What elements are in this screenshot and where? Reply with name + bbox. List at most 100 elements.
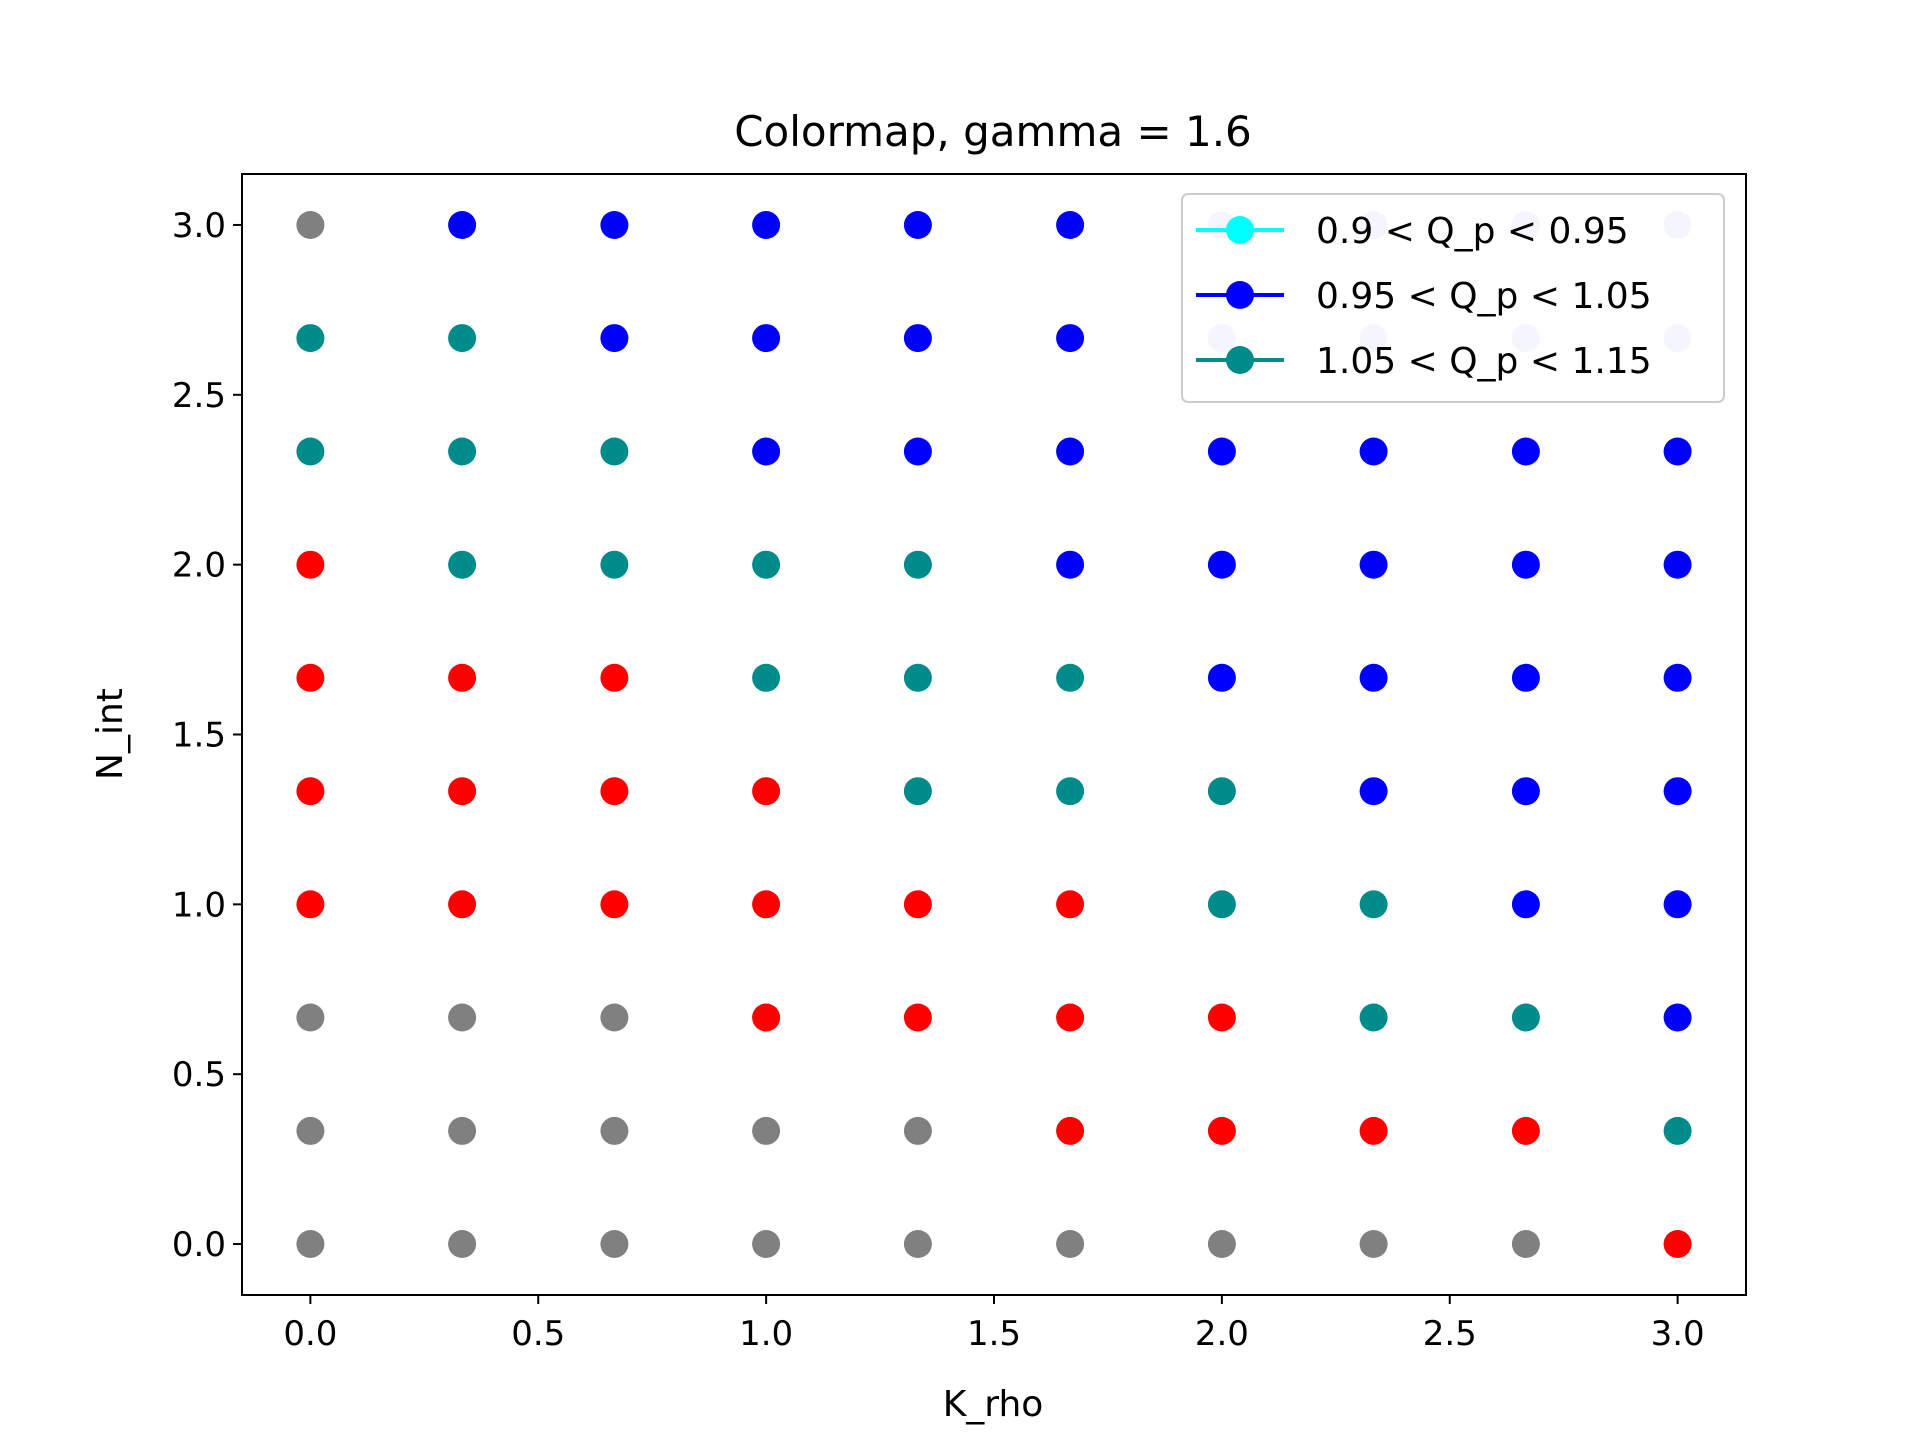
data-point [752, 777, 781, 806]
data-point [296, 1116, 325, 1145]
x-ticks: 0.0 0.5 1.0 1.5 2.0 2.5 3.0 [283, 1295, 1705, 1354]
data-point [448, 550, 477, 579]
data-point [1663, 890, 1692, 919]
data-point [448, 1003, 477, 1032]
data-point [1056, 1230, 1085, 1258]
data-point [903, 890, 932, 919]
data-point [296, 890, 325, 919]
legend-label: 0.9 < Q_p < 0.95 [1316, 211, 1629, 252]
data-point [448, 1230, 477, 1258]
data-point [448, 1116, 477, 1145]
data-point [1056, 777, 1085, 806]
y-tick-label: 2.0 [172, 546, 226, 586]
y-axis-label: N_int [90, 688, 131, 780]
data-point [296, 211, 325, 239]
data-point [600, 777, 629, 806]
data-point [752, 1230, 781, 1258]
data-point [1663, 1003, 1692, 1032]
data-point [600, 1003, 629, 1032]
data-point [1207, 1003, 1236, 1032]
data-point [1359, 890, 1388, 919]
data-point [448, 777, 477, 806]
x-tick-label: 1.0 [739, 1314, 793, 1354]
data-point [1663, 437, 1692, 466]
data-point [903, 1230, 932, 1258]
data-point [600, 437, 629, 466]
data-point [1511, 890, 1540, 919]
data-point [752, 550, 781, 579]
data-point [600, 1116, 629, 1145]
data-point [600, 550, 629, 579]
data-point [1207, 777, 1236, 806]
y-ticks: 0.0 0.5 1.0 1.5 2.0 2.5 3.0 [172, 206, 242, 1265]
data-point [1207, 437, 1236, 466]
data-point [1207, 550, 1236, 579]
data-point [903, 663, 932, 692]
data-point [903, 1003, 932, 1032]
data-point [1663, 663, 1692, 692]
data-point [296, 777, 325, 806]
data-point [296, 550, 325, 579]
data-point [752, 890, 781, 919]
data-point [752, 663, 781, 692]
data-point [1511, 437, 1540, 466]
data-point [1359, 550, 1388, 579]
data-point [1663, 550, 1692, 579]
data-point [1511, 1230, 1540, 1258]
x-tick-label: 0.5 [511, 1314, 565, 1354]
data-point [1359, 663, 1388, 692]
x-tick-label: 2.5 [1423, 1314, 1477, 1354]
data-point [1056, 211, 1085, 239]
data-point [903, 1116, 932, 1145]
data-point [1056, 437, 1085, 466]
data-point [1359, 1003, 1388, 1032]
data-point [1056, 324, 1085, 353]
data-point [903, 437, 932, 466]
data-point [752, 1003, 781, 1032]
legend-label: 1.05 < Q_p < 1.15 [1316, 341, 1652, 382]
data-point [752, 437, 781, 466]
x-tick-label: 3.0 [1651, 1314, 1705, 1354]
data-point [1207, 1230, 1236, 1258]
legend-box [1181, 193, 1725, 403]
data-point [600, 663, 629, 692]
data-point [1359, 1116, 1388, 1145]
data-point [1359, 1230, 1388, 1258]
x-tick-label: 2.0 [1195, 1314, 1249, 1354]
data-point [448, 324, 477, 353]
data-point [1663, 1230, 1692, 1258]
data-point [1359, 777, 1388, 806]
y-tick-label: 2.5 [172, 376, 226, 416]
data-point [1207, 890, 1236, 919]
data-point [752, 1116, 781, 1145]
legend-label: 0.95 < Q_p < 1.05 [1316, 276, 1652, 317]
x-tick-label: 0.0 [283, 1314, 337, 1354]
data-point [1511, 1003, 1540, 1032]
y-tick-label: 0.0 [172, 1225, 226, 1265]
data-point [1207, 663, 1236, 692]
data-point [752, 211, 781, 239]
data-point [903, 550, 932, 579]
data-point [296, 1003, 325, 1032]
data-point [600, 324, 629, 353]
data-point [1663, 777, 1692, 806]
data-point [752, 324, 781, 353]
y-tick-label: 1.0 [172, 885, 226, 925]
data-point [448, 663, 477, 692]
data-point [1359, 437, 1388, 466]
data-point [1511, 1116, 1540, 1145]
data-point [448, 437, 477, 466]
x-axis-label: K_rho [943, 1384, 1044, 1425]
data-point [296, 663, 325, 692]
data-point [600, 890, 629, 919]
data-point [1511, 550, 1540, 579]
data-point [1056, 1003, 1085, 1032]
data-point [600, 211, 629, 239]
x-tick-label: 1.5 [967, 1314, 1021, 1354]
legend-marker [1226, 281, 1254, 309]
data-point [600, 1230, 629, 1258]
data-point [1511, 663, 1540, 692]
data-point [1056, 1116, 1085, 1145]
y-tick-label: 0.5 [172, 1055, 226, 1095]
